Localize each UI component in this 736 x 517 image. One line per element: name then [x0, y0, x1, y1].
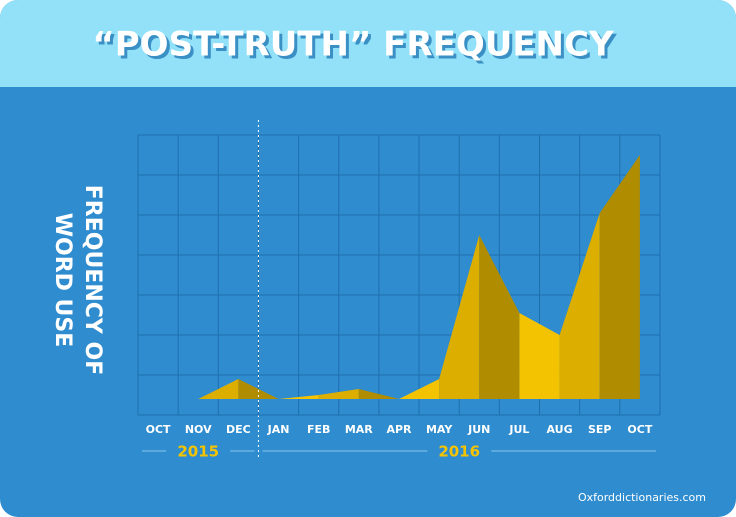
x-tick-label: DEC [226, 423, 251, 436]
x-tick-label: MAR [345, 423, 373, 436]
area-segment [358, 389, 399, 399]
x-tick-label: SEP [588, 423, 612, 436]
area-segment [318, 389, 359, 399]
area-segment [559, 213, 600, 399]
area-segment [599, 155, 640, 399]
title-shadow: “POST-TRUTH” FREQUENCY [95, 28, 617, 68]
x-tick-label: JUN [467, 423, 490, 436]
x-tick-label: OCT [627, 423, 652, 436]
year-label: 2015 [177, 443, 219, 461]
area-segment [278, 395, 319, 399]
y-label-line: WORD USE [50, 213, 75, 348]
area-segment [198, 379, 239, 399]
area-segment [439, 235, 480, 399]
source: Oxforddictionaries.com [578, 491, 706, 504]
area-segment [519, 313, 560, 399]
x-tick-label: OCT [146, 423, 171, 436]
x-tick-label: APR [386, 423, 412, 436]
year-label: 2016 [438, 443, 480, 461]
x-tick-label: FEB [307, 423, 330, 436]
area-segment [479, 235, 520, 399]
year-label-bg [427, 441, 492, 461]
x-tick-label: JUL [508, 423, 529, 436]
x-tick-label: AUG [547, 423, 573, 436]
chart-title: “POST-TRUTH” FREQUENCY [92, 25, 614, 65]
x-tick-label: MAY [426, 423, 453, 436]
y-label-line: FREQUENCY OF [80, 185, 105, 375]
title-banner [0, 0, 736, 87]
year-label-bg [166, 441, 231, 461]
x-tick-label: NOV [185, 423, 212, 436]
area-segment [398, 379, 440, 399]
area-segment [238, 379, 279, 399]
x-tick-label: JAN [267, 423, 290, 436]
